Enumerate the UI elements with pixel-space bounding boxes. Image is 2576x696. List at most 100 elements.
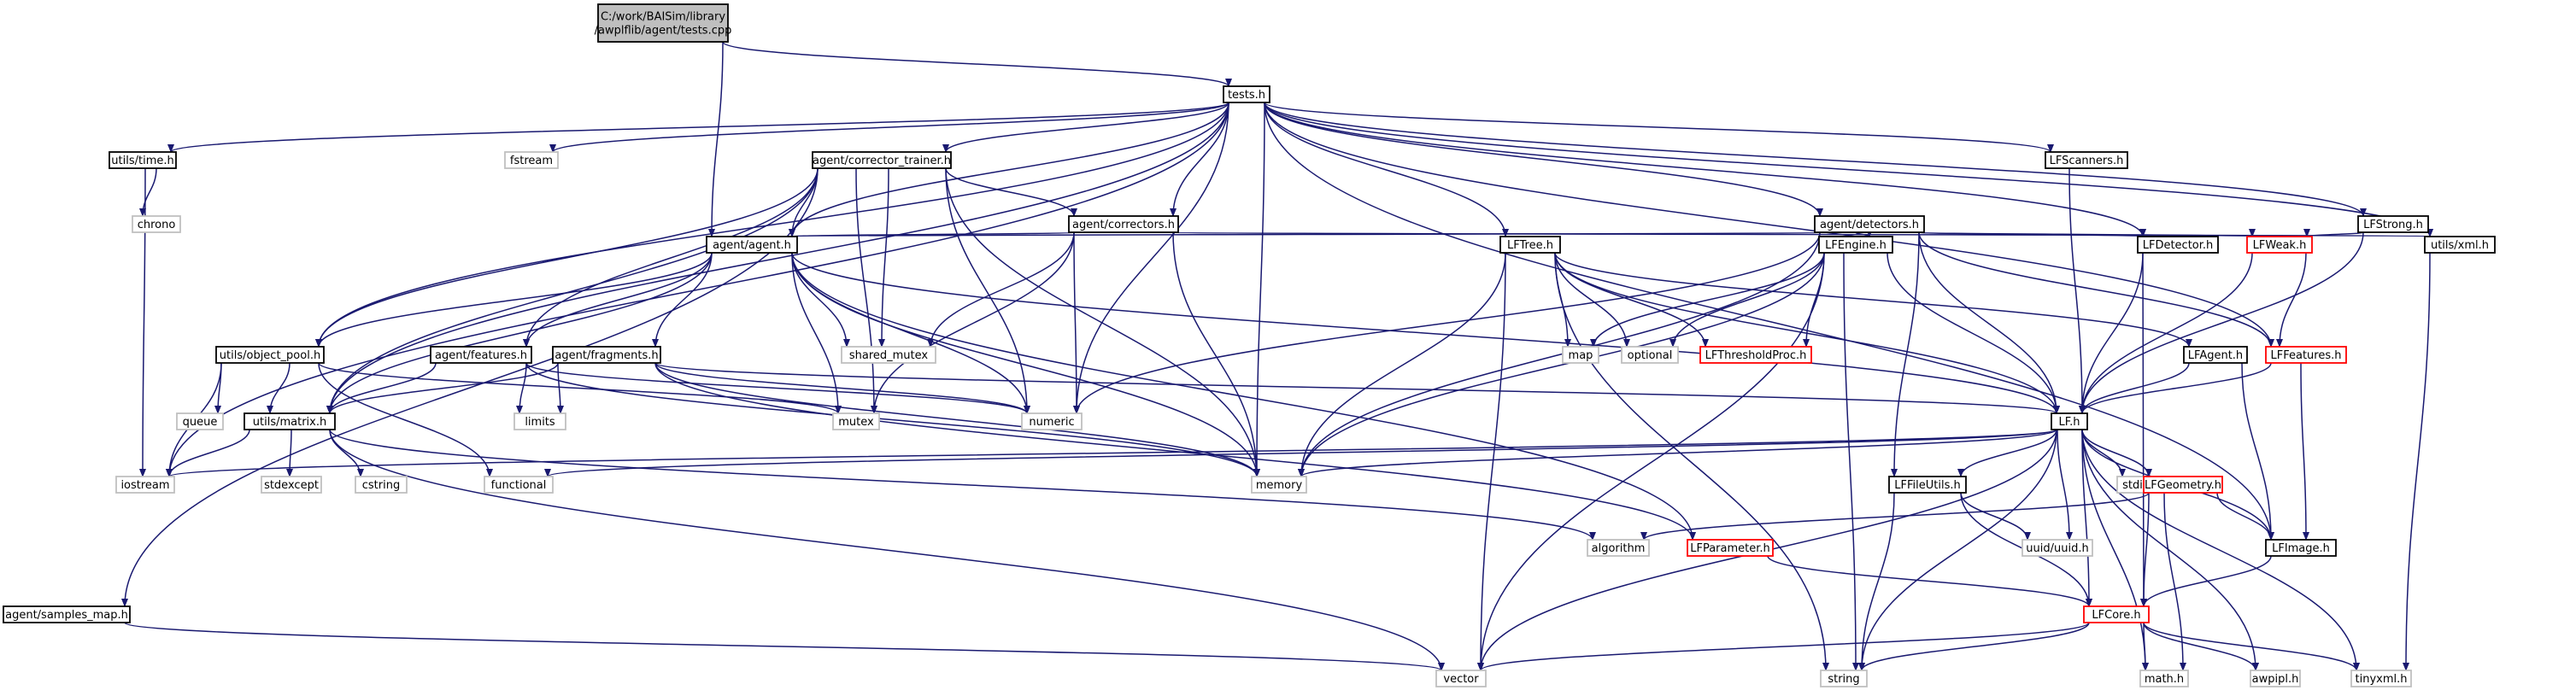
edge-layer	[121, 41, 2433, 671]
node-lfagent[interactable]: LFAgent.h	[2183, 346, 2248, 364]
node-corrector-trainer[interactable]: agent/corrector_trainer.h	[812, 151, 952, 169]
node-box	[1587, 539, 1650, 557]
edge-object_pool-to-functional	[318, 362, 493, 477]
node-lfgeometry[interactable]: LFGeometry.h	[2143, 476, 2223, 494]
node-samples-map[interactable]: agent/samples_map.h	[3, 605, 131, 623]
node-label: shared_mutex	[849, 349, 929, 362]
node-lffileutils[interactable]: LFFileUtils.h	[1888, 476, 1967, 494]
node-box	[2424, 236, 2496, 254]
edge-corrector_trainer-to-correctors	[945, 167, 1077, 217]
node-optional: optional	[1621, 346, 1679, 364]
node-label: LFGeometry.h	[2145, 479, 2221, 492]
node-lfdetector[interactable]: LFDetector.h	[2137, 236, 2219, 254]
node-lftree[interactable]: LFTree.h	[1499, 236, 1561, 254]
edge-tests_h-to-lfdetector	[1264, 102, 2146, 237]
node-lfscanners[interactable]: LFScanners.h	[2045, 151, 2128, 169]
edge-lfagent-to-lf_h	[2079, 362, 2190, 414]
edge-tests_h-to-memory	[1253, 102, 1265, 477]
edge-tests_h-to-numeric	[1073, 102, 1229, 414]
node-label: /awplflib/agent/tests.cpp	[595, 25, 732, 38]
node-box	[832, 412, 880, 430]
node-lf-h[interactable]: LF.h	[2051, 412, 2088, 430]
edge-correctors-to-mutex	[871, 231, 1075, 414]
node-box	[2250, 670, 2301, 687]
node-box	[355, 476, 408, 494]
edge-utils_xml-to-tinyxml	[2403, 252, 2431, 671]
edge-lf_h-to-lffileutils	[1957, 429, 2057, 477]
edge-corrector_trainer-to-numeric	[945, 167, 1030, 414]
node-lfimage[interactable]: LFImage.h	[2265, 539, 2337, 557]
edge-lfgeometry-to-lfimage	[2216, 492, 2274, 541]
edge-lftree-to-vector	[1477, 252, 1506, 671]
node-box	[1888, 476, 1967, 494]
edge-lfcore-to-vector	[1477, 622, 2090, 671]
edge-fragments-to-lfparameter	[654, 362, 1696, 541]
edge-corrector_trainer-to-matrix	[326, 167, 819, 414]
edge-tests_h-to-matrix	[326, 102, 1229, 414]
node-root[interactable]: C:/work/BAISim/library/awplflib/agent/te…	[595, 3, 732, 43]
node-lfthresholdproc[interactable]: LFThresholdProc.h	[1699, 346, 1812, 364]
node-chrono: chrono	[132, 215, 181, 233]
node-lfparameter[interactable]: LFParameter.h	[1687, 539, 1774, 557]
edge-detectors-to-agent_h	[791, 228, 1821, 237]
node-functional: functional	[484, 476, 554, 494]
edge-corrector_trainer-to-object_pool	[315, 167, 819, 348]
node-lffeatures[interactable]: LFFeatures.h	[2265, 346, 2347, 364]
edge-correctors-to-shared_mutex	[927, 231, 1075, 348]
node-box	[1621, 346, 1679, 364]
edge-lfcore-to-awpipl	[2143, 622, 2259, 671]
edge-lftree-to-string	[1554, 252, 1829, 671]
edge-fragments-to-limits	[556, 362, 564, 414]
node-correctors[interactable]: agent/correctors.h	[1068, 215, 1179, 233]
node-map: map	[1562, 346, 1599, 364]
node-box	[1021, 412, 1083, 430]
node-lfstrong[interactable]: LFStrong.h	[2357, 215, 2429, 233]
node-layer: C:/work/BAISim/library/awplflib/agent/te…	[3, 3, 2496, 687]
edge-lfcore-to-math	[2141, 622, 2149, 671]
node-label: utils/object_pool.h	[220, 349, 320, 362]
node-features[interactable]: agent/features.h	[430, 346, 532, 364]
node-vector: vector	[1435, 670, 1487, 687]
node-tests-h[interactable]: tests.h	[1223, 85, 1270, 103]
node-box	[484, 476, 554, 494]
node-agent-h[interactable]: agent/agent.h	[706, 236, 798, 254]
node-fragments[interactable]: agent/fragments.h	[552, 346, 661, 364]
edge-detectors-to-lfweak	[1918, 228, 2255, 237]
node-label: cstring	[362, 479, 400, 492]
edge-tests_h-to-corrector_trainer	[942, 102, 1229, 153]
edge-lftree-to-optional	[1554, 252, 1630, 348]
node-utils-time[interactable]: utils/time.h	[109, 151, 177, 169]
edge-detectors-to-lffeatures	[1918, 231, 2274, 348]
node-lfweak[interactable]: LFWeak.h	[2246, 236, 2313, 254]
edge-agent_h-to-object_pool	[315, 252, 713, 348]
edge-root-to-agent_h	[708, 41, 724, 237]
edge-tests_h-to-correctors	[1170, 102, 1229, 217]
node-label: optional	[1628, 349, 1673, 362]
node-box	[261, 476, 322, 494]
edge-lftree-to-lfthresholdproc	[1554, 252, 1709, 348]
node-lfengine[interactable]: LFEngine.h	[1818, 236, 1893, 254]
node-object-pool[interactable]: utils/object_pool.h	[215, 346, 325, 364]
node-awpipl: awpipl.h	[2250, 670, 2301, 687]
node-label: agent/samples_map.h	[5, 609, 128, 622]
node-box	[2137, 236, 2219, 254]
node-lfcore[interactable]: LFCore.h	[2083, 605, 2150, 623]
node-matrix[interactable]: utils/matrix.h	[244, 412, 336, 430]
node-label: LF.h	[2058, 416, 2080, 429]
node-limits: limits	[513, 412, 566, 430]
node-label: utils/time.h	[111, 155, 173, 167]
edge-tests_h-to-lfstrong	[1264, 102, 2367, 217]
edge-lffeatures-to-lfimage	[2300, 362, 2309, 541]
node-utils-xml[interactable]: utils/xml.h	[2424, 236, 2496, 254]
node-detectors[interactable]: agent/detectors.h	[1814, 215, 1925, 233]
edge-matrix-to-algorithm	[329, 429, 1596, 541]
edge-corrector_trainer-to-memory	[945, 167, 1260, 477]
node-mutex: mutex	[832, 412, 880, 430]
node-box	[2357, 215, 2429, 233]
edge-corrector_trainer-to-features	[523, 167, 819, 348]
node-box	[1699, 346, 1812, 364]
edge-lftree-to-lfagent	[1554, 252, 2192, 348]
edge-lffileutils-to-uuid	[1960, 492, 2031, 541]
node-label: limits	[525, 416, 555, 429]
